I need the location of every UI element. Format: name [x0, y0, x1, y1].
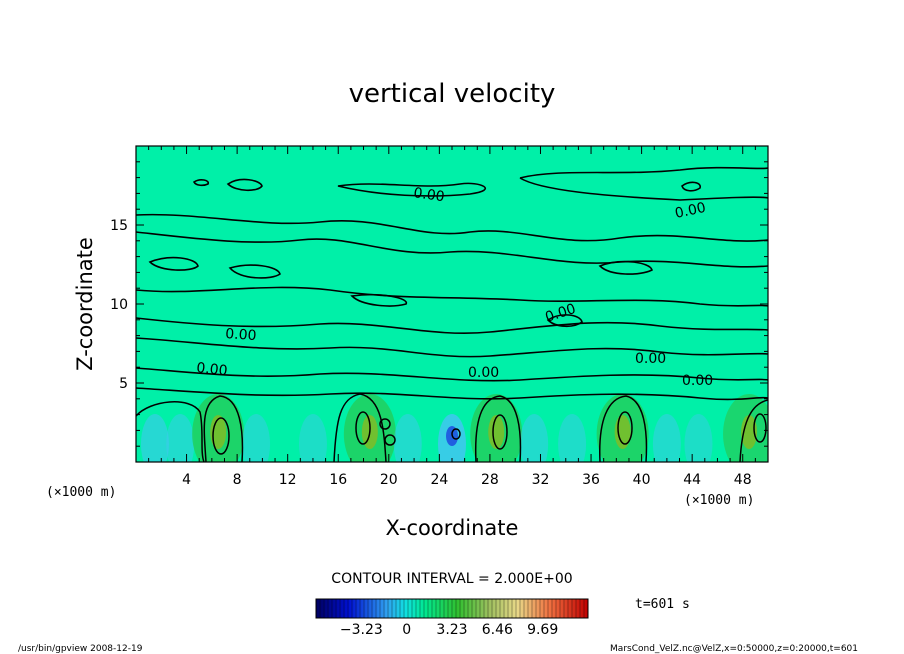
contour-label: 0.00	[682, 373, 713, 389]
colorbar-tick-label: 6.46	[482, 622, 513, 638]
contour-label: 0.00	[412, 185, 445, 205]
x-tick-label: 44	[683, 472, 701, 488]
velocity-cell-core	[741, 415, 758, 449]
contour-line	[136, 387, 768, 401]
x-tick-label: 36	[582, 472, 600, 488]
plot-area: 0.00 0.00 0.00 0.00 0.00 0.00 0.00 0.00	[136, 146, 768, 462]
contour-line	[519, 166, 768, 179]
contour-line	[226, 178, 263, 192]
velocity-cell-core	[488, 415, 505, 449]
contour-line	[148, 256, 199, 271]
contour-line	[136, 231, 768, 268]
colorbar-tick-label: 3.23	[436, 622, 467, 638]
x-tick-label: 16	[329, 472, 347, 488]
cell-contour	[617, 411, 633, 445]
cell-contours	[136, 393, 768, 462]
contour-line	[192, 179, 210, 187]
velocity-cell	[298, 414, 327, 462]
cell-contour	[384, 434, 396, 446]
x-axis: 4 8 12 16 20 24 28 32 36 40 44 48	[148, 146, 756, 488]
contour-label: 0.00	[225, 326, 257, 344]
x-tick-label: 32	[532, 472, 550, 488]
x-tick-label: 12	[279, 472, 297, 488]
cell-contour	[492, 414, 508, 450]
colorbar-stripes	[319, 599, 585, 618]
contour-line	[228, 264, 281, 279]
colorbar-tick-label: 0	[402, 622, 411, 638]
x-tick-label: 20	[380, 472, 398, 488]
velocity-cell	[140, 414, 169, 462]
velocity-cell	[652, 414, 681, 462]
contour-line	[337, 182, 486, 197]
x-tick-label: 24	[430, 472, 448, 488]
contour-line	[350, 293, 407, 307]
contour-interval-label: CONTOUR INTERVAL = 2.000E+00	[331, 571, 572, 587]
cell-contour	[333, 393, 387, 462]
colorbar-ticks: −3.23 0 3.23 6.46 9.69	[340, 622, 558, 638]
y-tick-label: 5	[119, 376, 128, 392]
cell-contour	[203, 395, 244, 462]
contour-line	[519, 177, 768, 201]
cell-contour	[379, 418, 391, 430]
contour-label: 0.00	[196, 360, 229, 379]
contour-labels: 0.00 0.00 0.00 0.00 0.00 0.00 0.00 0.00	[196, 185, 714, 389]
chart-title: vertical velocity	[349, 79, 556, 109]
contour-label: 0.00	[468, 365, 499, 381]
contour-line	[136, 317, 768, 335]
footer-left: /usr/bin/gpview 2008-12-19	[18, 644, 143, 654]
velocity-cell	[166, 414, 195, 462]
colorbar-tick-label: 9.69	[527, 622, 558, 638]
y-axis: 5 10 15	[110, 161, 768, 447]
x-tick-label: 4	[182, 472, 191, 488]
cell-contour	[474, 395, 522, 462]
velocity-cell	[242, 414, 271, 462]
cell-contour	[212, 417, 230, 455]
velocity-cell	[684, 414, 713, 462]
cell-contour	[753, 413, 767, 443]
x-tick-label: 8	[233, 472, 242, 488]
x-tick-label: 48	[734, 472, 752, 488]
cells-layer	[140, 394, 768, 462]
contour-line	[136, 213, 768, 242]
velocity-cell-core	[210, 415, 227, 449]
cell-contour	[136, 401, 205, 462]
y-tick-label: 10	[110, 297, 128, 313]
velocity-cell	[558, 414, 587, 462]
velocity-cell	[393, 414, 422, 462]
x-tick-label: 28	[481, 472, 499, 488]
cell-contour	[599, 395, 648, 462]
cell-contour	[739, 399, 768, 462]
contour-line	[681, 181, 701, 192]
y-tick-label: 15	[110, 218, 128, 234]
contour-line	[546, 314, 583, 328]
contour-label: 0.00	[635, 351, 666, 367]
x-tick-label: 40	[633, 472, 651, 488]
contour-line	[598, 260, 653, 275]
x-unit-right: (×1000 m)	[684, 493, 754, 508]
contour-line	[136, 286, 768, 307]
contour-label: 0.00	[674, 200, 708, 222]
cell-contour	[451, 428, 461, 440]
time-label: t=601 s	[635, 597, 690, 612]
cell-contour	[355, 411, 371, 445]
footer-right: MarsCond_VelZ.nc@VelZ,x=0:50000,z=0:2000…	[610, 644, 858, 654]
x-unit-left: (×1000 m)	[46, 485, 116, 500]
x-axis-label: X-coordinate	[386, 516, 519, 540]
y-axis-label: Z-coordinate	[73, 237, 97, 371]
contour-lines	[136, 166, 768, 401]
velocity-cell	[520, 414, 549, 462]
contour-line	[136, 367, 768, 382]
colorbar-tick-label: −3.23	[340, 622, 383, 638]
contour-line	[136, 337, 768, 358]
